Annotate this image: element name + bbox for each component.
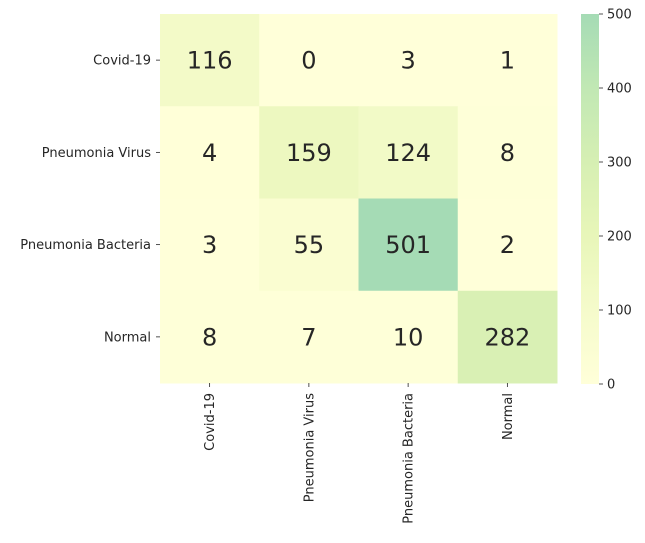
cell-value-label: 8 xyxy=(202,323,217,351)
colorbar-tick-label: 0 xyxy=(607,378,615,393)
colorbar-tick-label: 500 xyxy=(607,8,632,23)
heatmap-cell xyxy=(160,14,260,107)
heatmap-cell xyxy=(259,106,359,199)
colorbar-gradient xyxy=(581,14,599,384)
cell-value-label: 0 xyxy=(301,47,316,75)
heatmap-cell xyxy=(457,106,558,199)
colorbar-tick-label: 200 xyxy=(607,230,632,245)
heatmap-cell xyxy=(358,198,459,292)
heatmap-cell xyxy=(259,14,359,107)
cell-value-label: 1 xyxy=(500,47,515,75)
heatmap-cell xyxy=(358,14,459,107)
colorbar-tick-label: 300 xyxy=(607,156,632,171)
x-tick-label: Normal xyxy=(501,393,516,440)
cell-value-label: 2 xyxy=(500,231,515,259)
cell-value-label: 55 xyxy=(294,231,325,259)
y-tick-label: Pneumonia Virus xyxy=(42,146,151,161)
heatmap-cell xyxy=(457,198,558,292)
y-tick-label: Normal xyxy=(104,330,151,345)
colorbar-tick-label: 400 xyxy=(607,82,632,97)
cell-value-label: 3 xyxy=(202,231,217,259)
heatmap-cell xyxy=(358,106,459,199)
cell-value-label: 8 xyxy=(500,139,515,167)
heatmap-cells xyxy=(160,14,558,384)
cell-value-label: 282 xyxy=(484,323,530,351)
heatmap-cell xyxy=(259,198,359,292)
colorbar: 0 100 200 300 400 500 xyxy=(581,8,632,393)
cell-value-label: 4 xyxy=(202,139,217,167)
cell-value-label: 159 xyxy=(286,139,332,167)
heatmap-cell xyxy=(160,290,260,384)
x-axis: Covid-19 Pneumonia Virus Pneumonia Bacteri… xyxy=(203,383,516,524)
x-tick-label: Pneumonia Virus xyxy=(302,393,317,502)
heatmap-cell xyxy=(457,14,558,107)
heatmap-cell xyxy=(259,290,359,384)
y-tick-label: Covid-19 xyxy=(93,54,151,69)
heatmap-cell xyxy=(358,290,459,384)
cell-value-label: 3 xyxy=(400,47,415,75)
cell-value-label: 10 xyxy=(393,323,424,351)
heatmap-cell-labels: 116 0 3 1 4 159 124 8 3 55 501 2 8 7 10 282 xyxy=(187,47,531,352)
heatmap-cell xyxy=(457,290,558,384)
heatmap-cell xyxy=(160,106,260,199)
heatmap-cell xyxy=(160,198,260,292)
x-tick-label: Covid-19 xyxy=(203,393,218,451)
colorbar-tick-label: 100 xyxy=(607,304,632,319)
x-tick-label: Pneumonia Bacteria xyxy=(402,393,417,524)
cell-value-label: 7 xyxy=(301,323,316,351)
cell-value-label: 124 xyxy=(385,139,431,167)
cell-value-label: 116 xyxy=(187,47,233,75)
y-tick-label: Pneumonia Bacteria xyxy=(20,238,151,253)
cell-value-label: 501 xyxy=(385,231,431,259)
y-axis: Covid-19 Pneumonia Virus Pneumonia Bacteri… xyxy=(20,54,160,345)
